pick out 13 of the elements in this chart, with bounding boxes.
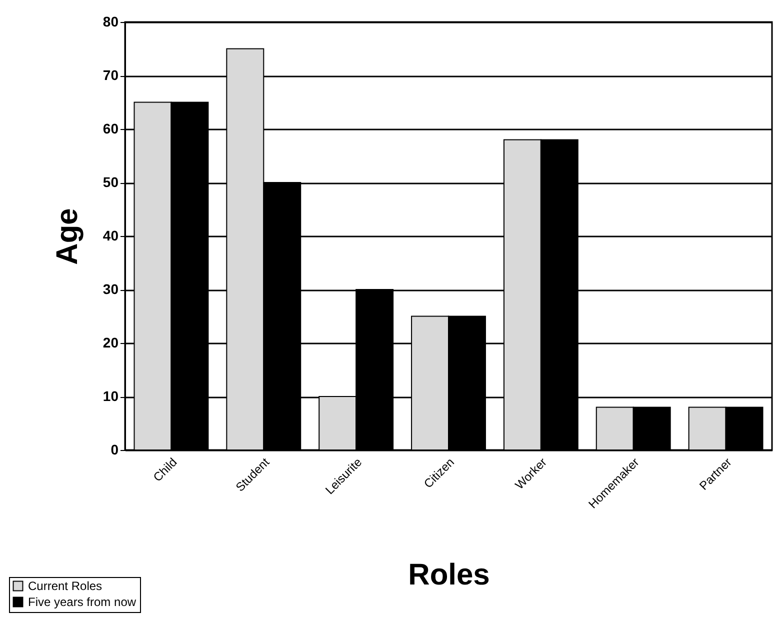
y-tick-label: 80 [102, 14, 119, 30]
y-tick-label: 0 [110, 442, 119, 458]
x-axis-title: Roles [408, 558, 490, 592]
y-axis-title: Age [50, 208, 84, 265]
y-tick-label: 60 [102, 120, 119, 136]
legend-label: Five years from now [28, 595, 136, 609]
y-tick-label: 30 [102, 281, 119, 297]
y-tick-label: 70 [102, 67, 119, 83]
y-tick-label: 40 [102, 228, 119, 244]
y-tick-label: 10 [102, 388, 119, 404]
legend-label: Current Roles [28, 579, 102, 593]
y-tick-label: 50 [102, 174, 119, 190]
y-tick-label: 20 [102, 334, 119, 350]
